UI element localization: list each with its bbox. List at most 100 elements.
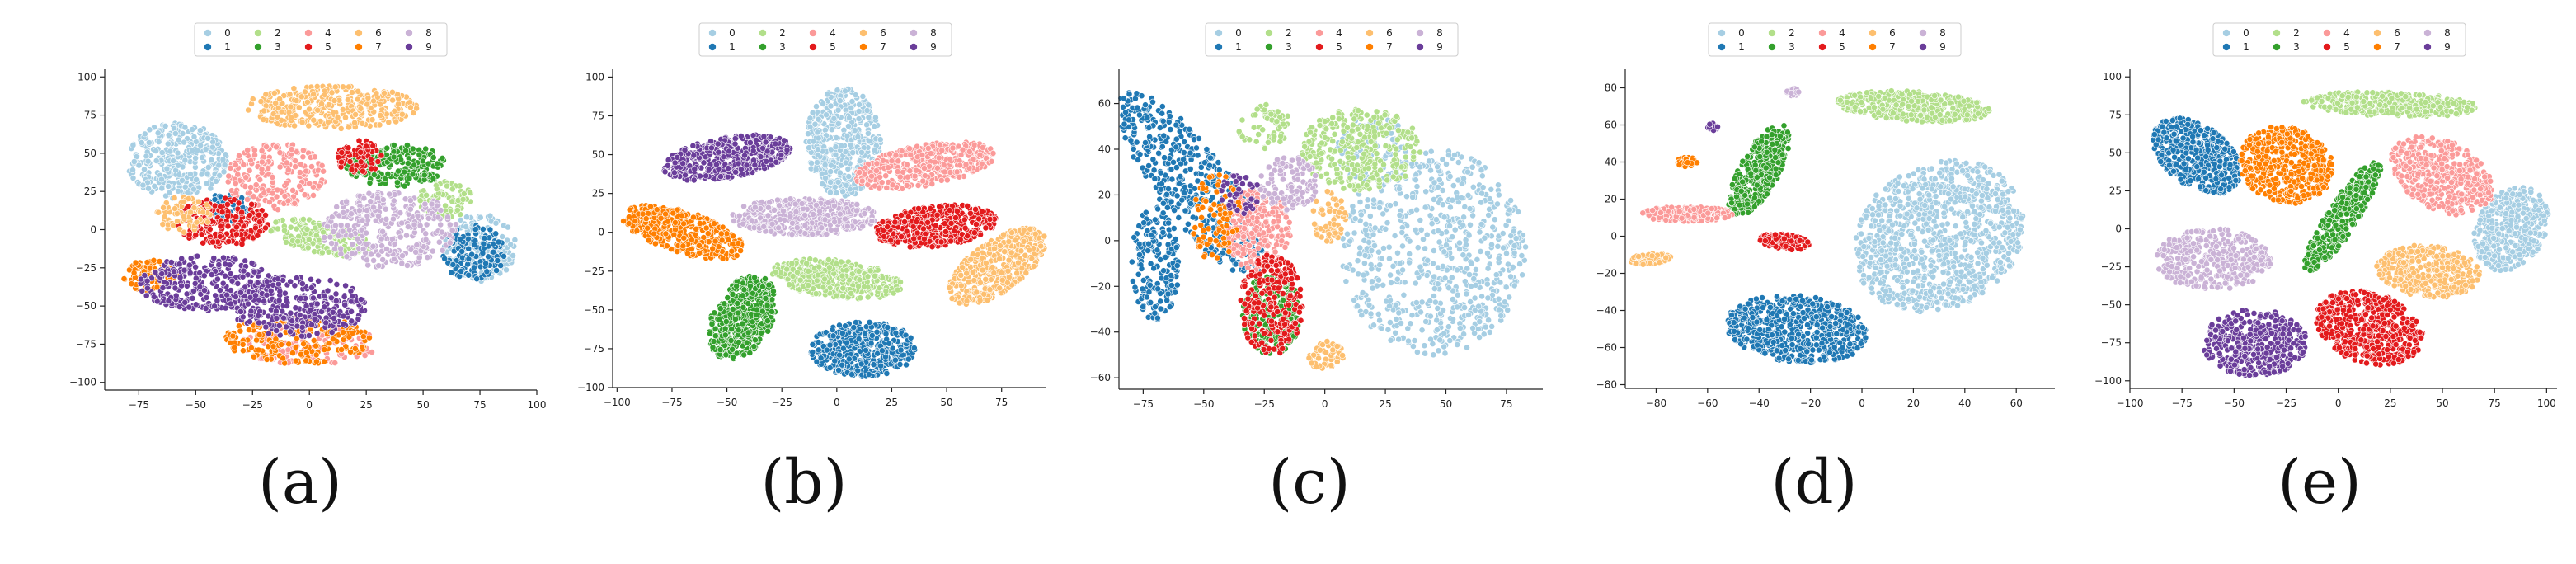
y-tick-label: −75 xyxy=(76,338,96,350)
data-point xyxy=(284,180,289,186)
data-point xyxy=(198,143,204,148)
data-point xyxy=(500,233,505,239)
data-point xyxy=(322,359,327,364)
legend-marker-8 xyxy=(406,30,413,37)
data-point xyxy=(309,322,315,327)
data-point xyxy=(434,186,440,191)
data-point xyxy=(463,223,469,229)
data-point xyxy=(226,238,232,244)
data-point xyxy=(138,276,143,282)
data-point xyxy=(822,276,828,282)
data-point xyxy=(195,199,201,204)
data-point xyxy=(179,177,185,183)
x-tick-label: 50 xyxy=(416,399,429,411)
data-point xyxy=(858,326,863,331)
data-point xyxy=(402,169,407,175)
data-point xyxy=(867,319,872,325)
data-point xyxy=(498,263,504,269)
scatter-panel-1: −100 −75 −50 −25 0 25 50 75−100−75−50−250255075… xyxy=(577,23,1047,518)
data-point xyxy=(822,127,828,133)
data-point xyxy=(256,219,262,225)
data-point xyxy=(139,139,144,145)
data-point xyxy=(806,145,812,151)
data-point xyxy=(334,281,340,287)
data-point xyxy=(268,228,274,234)
data-point xyxy=(341,321,346,327)
data-point xyxy=(340,228,346,234)
data-point xyxy=(425,215,431,221)
data-point xyxy=(240,341,246,347)
data-point xyxy=(423,231,429,237)
data-point xyxy=(256,212,261,218)
data-point xyxy=(335,115,341,120)
data-point xyxy=(284,324,289,330)
data-point xyxy=(197,128,203,134)
data-point xyxy=(153,269,158,275)
data-point xyxy=(381,90,387,96)
data-point xyxy=(329,214,335,220)
data-point xyxy=(303,168,309,174)
data-point xyxy=(275,226,280,232)
data-point xyxy=(368,199,374,204)
data-point xyxy=(166,183,172,189)
data-point xyxy=(193,264,199,270)
data-point xyxy=(480,226,486,232)
data-point xyxy=(370,143,376,148)
data-point xyxy=(209,157,214,162)
data-point xyxy=(205,135,211,141)
data-point xyxy=(487,227,493,233)
data-point xyxy=(268,288,274,294)
data-point xyxy=(864,122,870,128)
data-point xyxy=(218,223,223,229)
data-point xyxy=(369,349,374,355)
data-point xyxy=(161,204,167,210)
data-point xyxy=(865,274,871,280)
data-point xyxy=(350,242,355,247)
data-point xyxy=(816,264,822,270)
data-point xyxy=(857,277,863,283)
data-point xyxy=(248,308,254,314)
data-point xyxy=(424,192,430,198)
data-point xyxy=(883,331,889,336)
data-point xyxy=(410,172,416,177)
data-point xyxy=(391,198,397,204)
data-point xyxy=(261,298,267,304)
data-point xyxy=(209,144,215,150)
data-point xyxy=(245,301,251,307)
data-point xyxy=(369,117,375,123)
data-point xyxy=(435,214,441,220)
data-point xyxy=(415,213,421,219)
data-point xyxy=(156,139,162,145)
data-point xyxy=(159,271,165,277)
data-point xyxy=(392,108,397,114)
data-point xyxy=(353,111,359,117)
data-point xyxy=(140,182,146,188)
data-point xyxy=(172,206,178,212)
data-point xyxy=(226,173,232,179)
data-point xyxy=(130,143,136,148)
data-point xyxy=(232,345,237,350)
cluster-3 xyxy=(707,274,778,362)
data-point xyxy=(297,183,303,189)
data-point xyxy=(326,101,331,107)
data-point xyxy=(420,158,425,164)
data-point xyxy=(298,94,304,100)
data-point xyxy=(263,92,269,97)
data-point xyxy=(266,166,271,172)
legend: 0123456789 xyxy=(195,23,447,56)
data-point xyxy=(129,281,134,287)
data-point xyxy=(364,101,370,107)
scatter-points xyxy=(121,83,518,366)
data-point xyxy=(225,214,231,219)
data-point xyxy=(252,293,258,298)
data-point xyxy=(177,275,183,280)
data-point xyxy=(447,240,453,246)
data-point xyxy=(292,123,298,129)
data-point xyxy=(871,362,877,368)
data-point xyxy=(251,148,257,153)
data-point xyxy=(233,224,239,230)
data-point xyxy=(350,331,355,336)
data-point xyxy=(361,195,367,201)
data-point xyxy=(168,260,174,266)
data-point xyxy=(449,199,455,204)
